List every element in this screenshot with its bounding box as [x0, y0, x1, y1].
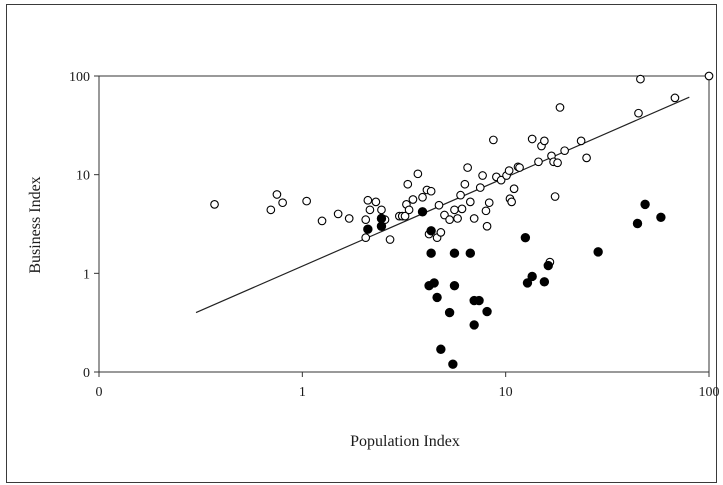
- open-data-point: [272, 190, 282, 199]
- open-data-point: [266, 205, 276, 215]
- filled-data-point: [593, 247, 603, 257]
- open-data-point: [371, 197, 381, 207]
- open-data-point: [670, 93, 680, 103]
- filled-data-point: [432, 292, 442, 303]
- open-data-point: [481, 206, 491, 216]
- filled-data-point: [522, 278, 533, 288]
- open-data-point: [333, 209, 343, 219]
- open-data-point: [527, 134, 537, 144]
- open-data-point: [450, 205, 459, 215]
- x-tick-label: 100: [699, 385, 720, 400]
- open-data-point: [436, 228, 446, 237]
- open-data-point: [704, 71, 714, 81]
- open-data-point: [413, 169, 423, 179]
- open-data-point: [434, 200, 444, 210]
- filled-data-point: [449, 248, 460, 258]
- open-data-point: [302, 196, 311, 206]
- filled-data-point: [632, 218, 643, 229]
- filled-data-point: [417, 207, 428, 217]
- open-data-point: [478, 171, 487, 180]
- open-data-point: [534, 157, 543, 167]
- y-axis-title: Business Index: [27, 176, 44, 273]
- plot-area: 0 1 10 100 0 1 10 100: [69, 70, 720, 400]
- open-data-point: [489, 135, 498, 145]
- open-data-point: [560, 146, 569, 156]
- open-data-point: [456, 190, 465, 200]
- open-data-point: [484, 198, 494, 208]
- filled-data-point: [436, 344, 446, 354]
- filled-data-point: [376, 221, 387, 231]
- chart-frame: [6, 4, 717, 483]
- filled-data-point: [376, 213, 387, 224]
- open-data-point: [555, 103, 565, 112]
- filled-data-point: [543, 260, 553, 271]
- open-data-point: [426, 186, 436, 196]
- x-axis-title: Population Index: [350, 433, 460, 450]
- filled-data-point: [656, 212, 666, 222]
- open-data-point: [553, 158, 562, 168]
- y-tick-label: 100: [69, 70, 90, 85]
- open-data-point: [457, 204, 467, 214]
- y-tick-label: 1: [83, 267, 90, 282]
- open-data-point: [365, 205, 375, 215]
- filled-data-point: [469, 320, 479, 330]
- x-tick-label: 0: [96, 385, 103, 400]
- open-data-point: [496, 175, 506, 185]
- open-data-point: [361, 233, 371, 242]
- open-data-point: [317, 216, 327, 226]
- open-data-point: [453, 214, 462, 223]
- open-data-point: [540, 136, 549, 146]
- y-tick-label: 0: [83, 366, 90, 381]
- open-data-point: [400, 211, 410, 221]
- filled-data-point: [429, 278, 439, 288]
- y-tick-label: 10: [76, 169, 90, 184]
- filled-data-point: [426, 226, 436, 236]
- open-data-point: [403, 179, 413, 189]
- open-data-point: [344, 214, 354, 223]
- open-data-point: [377, 205, 386, 215]
- open-data-point: [515, 163, 524, 172]
- open-data-point: [418, 192, 427, 202]
- open-data-point: [460, 179, 470, 189]
- filled-data-point: [465, 248, 476, 258]
- open-data-point: [509, 184, 519, 194]
- filled-data-point: [482, 306, 492, 317]
- open-data-point: [582, 153, 591, 163]
- filled-data-point: [640, 199, 650, 210]
- open-data-point: [463, 163, 472, 172]
- open-data-point: [469, 214, 479, 223]
- open-data-point: [576, 136, 586, 146]
- filled-data-point: [444, 307, 455, 318]
- open-data-point: [210, 200, 219, 209]
- plot-border: [98, 75, 710, 373]
- open-data-point: [475, 183, 485, 192]
- open-data-point: [278, 198, 287, 208]
- x-tick-label: 10: [499, 385, 513, 400]
- open-data-point: [404, 205, 414, 215]
- open-data-point: [465, 197, 475, 207]
- open-data-point: [385, 235, 395, 244]
- open-data-point: [445, 215, 454, 225]
- filled-data-point: [363, 224, 373, 234]
- filled-data-point: [520, 232, 531, 243]
- open-data-point: [408, 195, 418, 204]
- open-data-point: [504, 166, 514, 175]
- open-data-point: [636, 74, 645, 84]
- filled-data-point: [539, 277, 550, 287]
- filled-data-point: [448, 359, 458, 369]
- filled-data-point: [527, 271, 537, 282]
- filled-data-point: [426, 248, 436, 258]
- open-data-point: [363, 195, 373, 205]
- open-data-point: [482, 221, 492, 231]
- open-data-point: [507, 197, 516, 207]
- filled-data-point: [449, 280, 460, 291]
- open-data-point: [550, 192, 560, 201]
- filled-data-point: [474, 295, 484, 306]
- x-tick-label: 1: [299, 385, 306, 400]
- open-data-point: [361, 215, 371, 225]
- open-data-point: [634, 108, 643, 118]
